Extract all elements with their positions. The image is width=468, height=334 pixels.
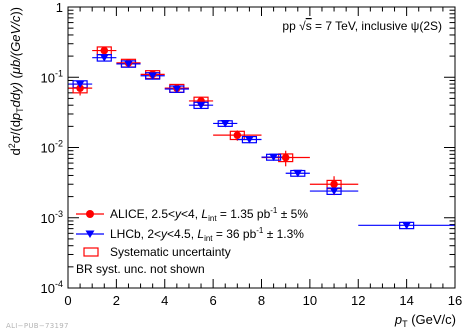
- y-tick-labels: 10-4 10-3 10-2 10-1 1: [41, 0, 63, 296]
- legend-alice-label: ALICE, 2.5<y<4, Lint = 1.35 pb-1 ± 5%: [110, 206, 308, 223]
- alice-point: [233, 131, 242, 139]
- x-tick-label: 0: [64, 293, 71, 308]
- alice-point: [76, 84, 84, 92]
- y-tick-label: 1: [56, 0, 63, 15]
- legend: ALICE, 2.5<y<4, Lint = 1.35 pb-1 ± 5% LH…: [76, 206, 308, 276]
- tick-marks: [67, 7, 456, 289]
- x-tick-label: 16: [448, 293, 462, 308]
- x-tick-label: 12: [351, 293, 365, 308]
- legend-lhcb-marker: [85, 230, 95, 238]
- error-bars: [68, 46, 455, 229]
- y-tick-label: 10-1: [41, 68, 63, 85]
- lhcb-point: [123, 60, 133, 68]
- y-tick-label: 10-2: [41, 139, 63, 156]
- x-tick-label: 6: [210, 293, 217, 308]
- x-axis-label: pT (GeV/c): [394, 312, 456, 329]
- y-axis-label: d2σ/(dpTddy) (μb/(GeV/c)): [7, 7, 25, 156]
- legend-alice-marker: [86, 210, 94, 218]
- legend-item-alice: ALICE, 2.5<y<4, Lint = 1.35 pb-1 ± 5%: [76, 206, 308, 223]
- systematic-boxes: [72, 46, 415, 230]
- plot-frame: [67, 6, 456, 289]
- energy-annotation: pp √s = 7 TeV, inclusive ψ(2S): [282, 19, 442, 33]
- data-markers: [75, 46, 412, 230]
- x-tick-label: 10: [303, 293, 317, 308]
- legend-lhcb-label: LHCb, 2<y<4.5, Lint = 36 pb-1 ± 1.3%: [110, 226, 304, 243]
- alice-point: [100, 46, 109, 55]
- y-tick-label: 10-4: [41, 279, 63, 296]
- legend-item-lhcb: LHCb, 2<y<4.5, Lint = 36 pb-1 ± 1.3%: [76, 226, 304, 243]
- lhcb-point: [172, 85, 182, 94]
- alice-point: [330, 180, 338, 189]
- lhcb-point: [402, 221, 412, 230]
- lhcb-point: [148, 72, 158, 80]
- watermark: ALI−PUB−73197: [6, 322, 69, 330]
- x-tick-label: 2: [113, 293, 120, 308]
- x-tick-label: 8: [258, 293, 265, 308]
- lhcb-point: [196, 101, 206, 110]
- legend-br-note: BR syst. unc. not shown: [76, 262, 205, 276]
- alice-point: [281, 153, 290, 162]
- lhcb-point: [220, 119, 230, 128]
- lhcb-point: [244, 135, 254, 144]
- x-tick-label: 4: [161, 293, 168, 308]
- lhcb-point: [269, 153, 279, 162]
- lhcb-point: [293, 169, 303, 178]
- lhcb-point: [329, 187, 339, 196]
- legend-systematic-box: [83, 247, 99, 257]
- y-tick-label: 10-3: [41, 209, 63, 226]
- x-tick-label: 14: [399, 293, 413, 308]
- lhcb-point: [99, 54, 109, 62]
- legend-systematic-label: Systematic uncertainty: [110, 245, 231, 259]
- legend-item-systematic: Systematic uncertainty: [83, 245, 231, 259]
- x-tick-labels: 0 2 4 6 8 10 12 14 16: [64, 293, 462, 308]
- lhcb-point: [75, 80, 85, 89]
